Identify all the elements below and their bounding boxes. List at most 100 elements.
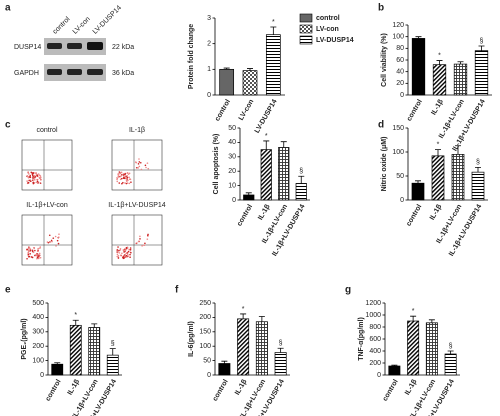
flow-dot [32, 175, 34, 178]
flow-dot [136, 242, 138, 244]
x-tick-label: control [212, 378, 230, 402]
size-label: 36 kDa [112, 70, 134, 77]
error-bar [258, 316, 265, 322]
significance-mark: * [272, 19, 275, 26]
error-bar [410, 315, 417, 321]
flow-dot [48, 234, 51, 237]
significance-mark: § [480, 38, 484, 45]
bar [471, 171, 485, 201]
significance-mark: * [242, 306, 245, 313]
flow-dot [28, 173, 30, 175]
flow-dot [32, 181, 35, 184]
flow-dot [49, 241, 51, 243]
flow-dot [122, 174, 125, 176]
y-tick-label: 400 [32, 314, 44, 321]
y-tick-label: 150 [392, 125, 404, 132]
bar [274, 352, 287, 376]
error-bar [240, 313, 247, 319]
flow-dot [27, 172, 29, 174]
flow-title: IL-1β [129, 127, 145, 134]
flow-dot [117, 254, 120, 257]
flow-dot [30, 171, 33, 174]
error-bar [247, 68, 253, 71]
y-tick-label: 200 [369, 360, 381, 367]
lane-label: control [52, 16, 72, 36]
y-tick-label: 1 [207, 66, 211, 73]
row-label: GAPDH [14, 70, 39, 77]
y-tick-label: 1000 [365, 312, 381, 319]
flow-dot [56, 239, 59, 242]
significance-mark: * [74, 312, 77, 319]
flow-dot [121, 182, 123, 185]
flow-dot [29, 174, 32, 177]
flow-dot [31, 249, 34, 252]
bar [88, 327, 101, 376]
panel-label: e [5, 285, 11, 296]
flow-dot [33, 179, 36, 181]
flow-dot [139, 238, 141, 240]
flow-dot [54, 235, 57, 238]
y-tick-label: 40 [228, 139, 236, 146]
flow-dot [29, 248, 32, 250]
flow-dot [32, 172, 34, 174]
flow-dot [57, 236, 60, 238]
flow-dot [37, 247, 39, 250]
error-bar [72, 319, 79, 326]
y-tick-label: 600 [369, 336, 381, 343]
flow-dot [50, 239, 53, 242]
bar [453, 63, 468, 96]
bar [411, 38, 426, 96]
flow-dot [27, 176, 30, 179]
flow-dot [122, 181, 124, 184]
bar [218, 363, 231, 376]
flow-dot [119, 254, 122, 257]
y-axis-label: TNF-α(pg/ml) [358, 317, 365, 361]
y-tick-label: 0 [207, 372, 211, 379]
x-tick-label: IL-1β+LV-DUSP14 [271, 203, 306, 257]
y-tick-label: 3 [207, 15, 211, 22]
flow-dot [128, 176, 130, 179]
y-tick-label: 0 [377, 372, 381, 379]
flow-dot [116, 249, 119, 251]
flow-dot [29, 252, 31, 255]
flow-dot [55, 245, 57, 247]
flow-dot [122, 256, 125, 258]
flow-dot [35, 181, 38, 184]
flow-dot [129, 249, 132, 251]
flow-dot [147, 167, 150, 170]
flow-dot [145, 166, 147, 169]
flow-dot [37, 173, 40, 175]
flow-dot [118, 172, 120, 175]
flow-dot [126, 178, 128, 180]
panel-label: a [5, 3, 11, 14]
flow-dot [117, 257, 120, 259]
error-bar [391, 364, 398, 366]
x-tick-label: LV-con [238, 98, 255, 121]
flow-dot [32, 246, 35, 249]
x-tick-label: control [45, 378, 63, 402]
y-tick-label: 80 [396, 45, 404, 52]
lane-label: LV-con [72, 16, 92, 36]
bar [474, 50, 489, 96]
flow-dot [120, 171, 123, 174]
y-tick-label: 1200 [365, 300, 381, 307]
x-tick-label: control [236, 203, 254, 227]
flow-dot [27, 253, 30, 256]
flow-dot [122, 254, 125, 257]
y-tick-label: 200 [32, 343, 44, 350]
y-tick-label: 40 [396, 69, 404, 76]
significance-mark: * [437, 141, 440, 148]
flow-dot [119, 172, 122, 175]
flow-dot [126, 180, 128, 182]
y-tick-label: 0 [400, 197, 404, 204]
flow-dot [134, 161, 137, 163]
bar [444, 353, 457, 376]
flow-dot [39, 182, 42, 184]
flow-dot [26, 257, 28, 260]
y-tick-label: 0 [40, 372, 44, 379]
flow-dot [121, 252, 123, 255]
legend-label: LV-DUSP14 [316, 37, 354, 44]
x-tick-label: IL-1β [404, 378, 419, 397]
error-bar [263, 140, 270, 150]
